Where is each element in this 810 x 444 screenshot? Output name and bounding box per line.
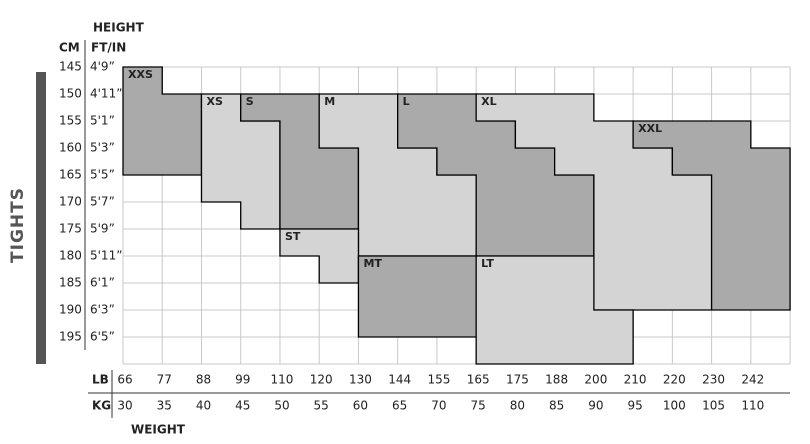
height-ftin: 6'3” xyxy=(90,303,115,317)
size-label: XL xyxy=(481,95,497,108)
weight-kg: 50 xyxy=(274,399,289,413)
size-label: MT xyxy=(363,257,382,270)
height-ftin: 5'1” xyxy=(90,114,115,128)
height-ftin: 5'5” xyxy=(90,168,115,182)
weight-kg: 35 xyxy=(157,399,172,413)
weight-kg: 95 xyxy=(627,399,642,413)
size-region xyxy=(475,255,634,365)
weight-kg: 85 xyxy=(549,399,564,413)
weight-kg: 60 xyxy=(353,399,368,413)
weight-lb: 130 xyxy=(349,373,372,387)
weight-lb: 242 xyxy=(741,373,764,387)
weight-title: WEIGHT xyxy=(131,423,186,437)
height-cm: 190 xyxy=(59,303,82,317)
height-cm: 165 xyxy=(59,168,82,182)
weight-kg: 40 xyxy=(196,399,211,413)
size-label: S xyxy=(246,95,254,108)
size-label: M xyxy=(324,95,335,108)
lb-header: LB xyxy=(92,373,109,387)
height-cm: 195 xyxy=(59,330,82,344)
weight-kg: 30 xyxy=(117,399,132,413)
weight-kg: 80 xyxy=(510,399,525,413)
weight-kg: 65 xyxy=(392,399,407,413)
weight-kg: 55 xyxy=(314,399,329,413)
side-label: TIGHTS xyxy=(8,187,28,263)
height-ftin: 5'9” xyxy=(90,222,115,236)
size-label: ST xyxy=(285,230,301,243)
size-label: XS xyxy=(206,95,222,108)
weight-lb: 88 xyxy=(196,373,211,387)
weight-lb: 77 xyxy=(157,373,172,387)
height-ftin: 5'3” xyxy=(90,141,115,155)
height-ftin: 5'7” xyxy=(90,195,115,209)
weight-kg: 70 xyxy=(431,399,446,413)
height-cm: 185 xyxy=(59,276,82,290)
height-cm: 150 xyxy=(59,87,82,101)
weight-kg: 100 xyxy=(663,399,686,413)
weight-lb: 230 xyxy=(702,373,725,387)
weight-kg: 45 xyxy=(235,399,250,413)
height-cm: 175 xyxy=(59,222,82,236)
weight-kg: 90 xyxy=(588,399,603,413)
weight-lb: 188 xyxy=(545,373,568,387)
height-title: HEIGHT xyxy=(93,21,145,35)
size-region xyxy=(279,228,360,284)
size-label: L xyxy=(403,95,410,108)
size-label: XXL xyxy=(638,122,662,135)
height-cm: 160 xyxy=(59,141,82,155)
height-cm: 180 xyxy=(59,249,82,263)
weight-kg: 75 xyxy=(471,399,486,413)
height-cm: 155 xyxy=(59,114,82,128)
height-cm: 170 xyxy=(59,195,82,209)
kg-header: KG xyxy=(92,399,111,413)
ftin-header: FT/IN xyxy=(91,41,126,55)
weight-lb: 110 xyxy=(271,373,294,387)
weight-lb: 175 xyxy=(506,373,529,387)
weight-kg: 105 xyxy=(702,399,725,413)
weight-lb: 144 xyxy=(388,373,411,387)
weight-lb: 99 xyxy=(235,373,250,387)
weight-lb: 210 xyxy=(624,373,647,387)
weight-lb: 155 xyxy=(427,373,450,387)
height-ftin: 4'11” xyxy=(90,87,122,101)
side-bar xyxy=(36,72,46,364)
size-label: LT xyxy=(481,257,494,270)
height-cm: 145 xyxy=(59,60,82,74)
height-ftin: 4'9” xyxy=(90,60,115,74)
size-region xyxy=(632,120,791,311)
size-label: XXS xyxy=(128,68,153,81)
weight-kg: 110 xyxy=(741,399,764,413)
weight-lb: 200 xyxy=(584,373,607,387)
height-ftin: 6'1” xyxy=(90,276,115,290)
weight-lb: 220 xyxy=(663,373,686,387)
height-ftin: 6'5” xyxy=(90,330,115,344)
weight-lb: 120 xyxy=(310,373,333,387)
weight-lb: 165 xyxy=(467,373,490,387)
cm-header: CM xyxy=(59,41,80,55)
height-ftin: 5'11” xyxy=(90,249,122,263)
weight-lb: 66 xyxy=(117,373,132,387)
